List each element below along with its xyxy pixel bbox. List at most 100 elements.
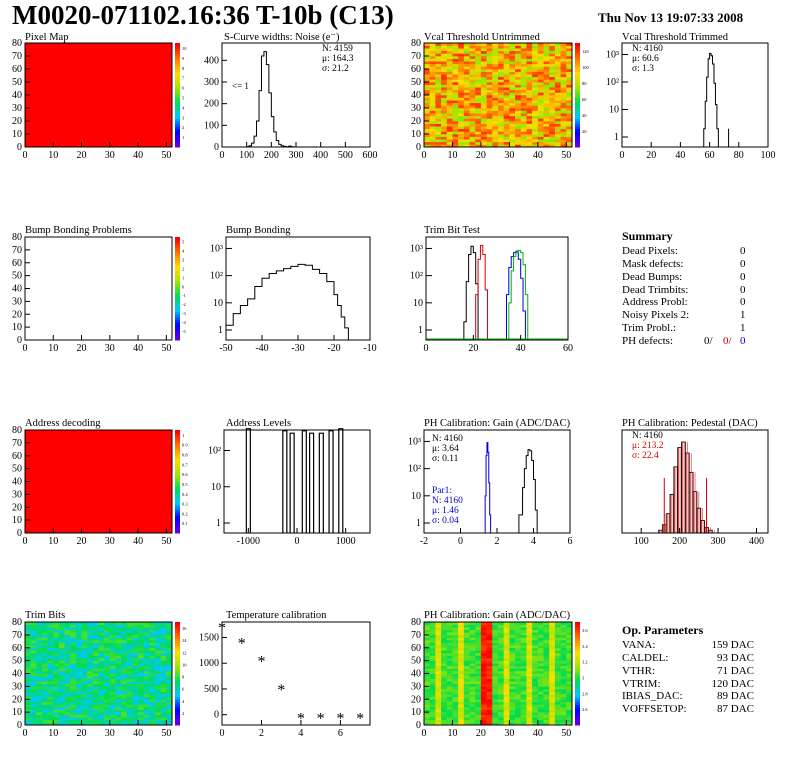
- heatmap-cell: [424, 53, 430, 57]
- heatmap-cell: [98, 696, 105, 700]
- heatmap-cell: [109, 712, 116, 715]
- heatmap-cell: [486, 139, 493, 143]
- heatmap-cell: [429, 105, 436, 109]
- heatmap-cell: [53, 660, 60, 664]
- heatmap-cell: [537, 652, 544, 656]
- heatmap-cell: [475, 131, 482, 135]
- heatmap-cell: [526, 87, 533, 91]
- heatmap-cell: [166, 681, 173, 685]
- colorbar-segment: [575, 92, 580, 96]
- heatmap-cell: [554, 139, 561, 143]
- y-tick-label: 50: [411, 656, 421, 667]
- heatmap-cell: [58, 696, 65, 700]
- heatmap-cell: [143, 645, 150, 649]
- heatmap-cell: [486, 699, 493, 703]
- heatmap-cell: [515, 56, 522, 59]
- heatmap-cell: [532, 650, 539, 654]
- heatmap-cell: [30, 709, 37, 713]
- y-tick-label: 80: [12, 38, 22, 49]
- heatmap-cell: [458, 115, 465, 119]
- heatmap-cell: [446, 712, 453, 715]
- heatmap-cell: [463, 102, 470, 106]
- summary-row: Address Probl: 0: [622, 296, 752, 309]
- x-tick-label: 600: [363, 150, 378, 161]
- heatmap-cell: [560, 63, 567, 67]
- heatmap-cell: [47, 668, 54, 672]
- heatmap-cell: [515, 645, 522, 649]
- heatmap-cell: [166, 686, 173, 690]
- heatmap-cell: [435, 79, 442, 83]
- heatmap-cell: [441, 45, 448, 49]
- heatmap-cell: [149, 681, 156, 685]
- heatmap-cell: [475, 92, 482, 96]
- heatmap-cell: [509, 694, 516, 697]
- heatmap-cell: [509, 701, 516, 705]
- heatmap-cell: [109, 642, 116, 646]
- heatmap-cell: [441, 665, 448, 669]
- heatmap-cell: [166, 634, 173, 638]
- heatmap-cell: [520, 141, 527, 145]
- heatmap-cell: [492, 69, 499, 72]
- colorbar-tick-label: 8: [182, 675, 185, 680]
- colorbar-tick-label: 3.2: [582, 660, 588, 665]
- heatmap-cell: [446, 84, 453, 88]
- heatmap-cell: [75, 627, 82, 631]
- heatmap-cell: [463, 676, 470, 679]
- heatmap-cell: [469, 131, 476, 135]
- heatmap-cell: [492, 95, 499, 98]
- heatmap-cell: [492, 102, 499, 106]
- heatmap-cell: [87, 686, 94, 690]
- heatmap-cell: [429, 139, 436, 143]
- heatmap-cell: [486, 683, 493, 687]
- heatmap-cell: [441, 629, 448, 633]
- heatmap-cell: [70, 670, 77, 674]
- heatmap-cell: [424, 670, 430, 674]
- heatmap-cell: [480, 714, 487, 718]
- heatmap-cell: [549, 678, 556, 682]
- heatmap-cell: [121, 694, 128, 697]
- heatmap-cell: [98, 645, 105, 649]
- heatmap-cell: [452, 134, 459, 137]
- heatmap-cell: [463, 709, 470, 713]
- heatmap-cell: [143, 714, 150, 718]
- heatmap-cell: [143, 637, 150, 641]
- heatmap-cell: [81, 652, 88, 656]
- heatmap-cell: [81, 637, 88, 641]
- colorbar-segment: [175, 701, 180, 705]
- colorbar-segment: [175, 66, 180, 70]
- heatmap-cell: [47, 709, 54, 713]
- x-tick-label: 30: [504, 150, 514, 161]
- heatmap-cell: [543, 688, 550, 692]
- colorbar-segment: [175, 499, 180, 503]
- heatmap-cell: [138, 699, 145, 703]
- heatmap-cell: [109, 634, 116, 638]
- heatmap-cell: [429, 141, 436, 145]
- heatmap-cell: [149, 658, 156, 661]
- heatmap-cell: [30, 696, 37, 700]
- heatmap-cell: [25, 650, 31, 654]
- heatmap-cell: [515, 134, 522, 137]
- heatmap-cell: [160, 722, 167, 726]
- heatmap-cell: [480, 629, 487, 633]
- heatmap-cell: [492, 61, 499, 65]
- heatmap-cell: [441, 686, 448, 690]
- heatmap-cell: [64, 624, 71, 628]
- summary-label: Dead Pixels:: [622, 244, 678, 257]
- heatmap-cell: [98, 714, 105, 718]
- heatmap-cell: [469, 686, 476, 690]
- heatmap-cell: [532, 100, 539, 104]
- heatmap-cell: [47, 647, 54, 651]
- colorbar-segment: [175, 89, 180, 93]
- heatmap-cell: [30, 622, 37, 625]
- heatmap-cell: [549, 686, 556, 690]
- heatmap-cell: [532, 76, 539, 80]
- heatmap-cell: [458, 118, 465, 122]
- heatmap-cell: [498, 627, 504, 631]
- heatmap-cell: [132, 632, 139, 636]
- heatmap-cell: [469, 673, 476, 677]
- heatmap-cell: [452, 97, 459, 101]
- heatmap-cell: [554, 652, 561, 656]
- heatmap-cell: [554, 694, 561, 697]
- heatmap-cell: [446, 694, 453, 697]
- heatmap-cell: [498, 76, 504, 80]
